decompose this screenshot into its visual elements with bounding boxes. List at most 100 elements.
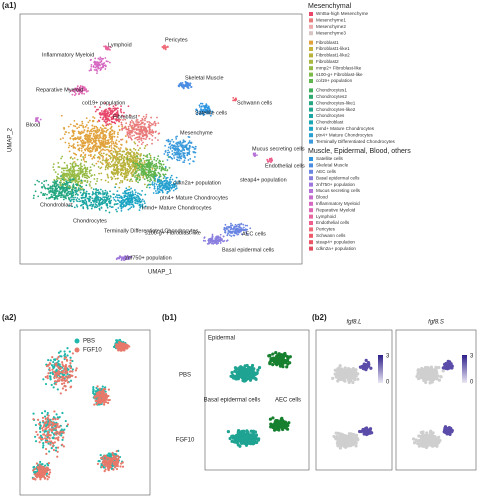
point: [116, 143, 118, 146]
point: [54, 418, 57, 421]
point: [143, 202, 146, 205]
point: [109, 462, 112, 466]
point: [128, 132, 131, 135]
point: [92, 135, 95, 137]
point: [104, 57, 107, 59]
point: [76, 190, 78, 193]
point: [63, 382, 66, 385]
point: [55, 188, 58, 191]
point: [46, 478, 49, 481]
point: [109, 111, 112, 114]
point: [121, 181, 124, 184]
point: [158, 167, 161, 170]
point: [140, 167, 143, 170]
point: [129, 158, 132, 161]
point: [57, 166, 60, 168]
point: [49, 190, 52, 193]
point: [177, 85, 180, 87]
point: [81, 131, 84, 134]
point: [62, 431, 65, 434]
point: [100, 399, 104, 402]
point: [144, 183, 146, 186]
point: [74, 153, 77, 155]
point: [92, 155, 95, 158]
point: [99, 113, 102, 116]
point: [211, 235, 214, 238]
point: [46, 411, 49, 415]
point: [108, 458, 112, 461]
point: [98, 58, 101, 61]
point: [235, 225, 238, 228]
point: [43, 185, 46, 188]
point: [109, 155, 111, 158]
point: [82, 140, 85, 142]
point: [95, 392, 98, 395]
point: [143, 161, 146, 164]
point: [188, 141, 191, 144]
point: [47, 414, 50, 417]
point: [104, 142, 107, 145]
point: [68, 174, 70, 177]
point: [136, 162, 139, 165]
point: [50, 429, 53, 432]
point: [112, 156, 115, 159]
point: [218, 240, 221, 243]
point: [156, 116, 158, 119]
point: [74, 125, 77, 128]
point: [146, 143, 149, 146]
point: [90, 187, 93, 189]
point: [146, 154, 149, 156]
point: [113, 165, 116, 168]
point: [45, 427, 48, 430]
plot-frame: [204, 329, 310, 471]
point: [62, 445, 65, 448]
point: [55, 181, 58, 183]
point: [92, 192, 95, 195]
point: [233, 234, 236, 237]
point: [51, 188, 54, 191]
point: [74, 147, 77, 149]
point: [66, 354, 69, 357]
point: [47, 442, 50, 445]
point: [177, 141, 180, 144]
point: [57, 426, 60, 429]
point: [96, 147, 99, 150]
point: [85, 88, 88, 91]
point: [148, 186, 151, 189]
point: [93, 132, 95, 135]
point: [216, 237, 219, 240]
point: [32, 412, 35, 415]
point: [49, 471, 52, 474]
point: [112, 345, 116, 348]
point: [77, 188, 80, 191]
point: [123, 342, 126, 345]
point: [81, 193, 84, 196]
point: [108, 161, 110, 164]
point: [112, 173, 115, 176]
point: [54, 374, 57, 377]
point: [134, 131, 137, 134]
point: [118, 160, 121, 163]
point: [107, 181, 110, 183]
point: [82, 206, 85, 208]
point: [97, 119, 100, 122]
point: [114, 458, 117, 461]
point: [149, 166, 151, 169]
point: [99, 143, 102, 146]
point: [55, 190, 58, 193]
point: [147, 126, 150, 129]
point: [125, 147, 127, 150]
point: [136, 160, 138, 162]
point: [58, 376, 61, 379]
point: [69, 123, 72, 126]
point: [122, 165, 125, 168]
point: [74, 375, 77, 379]
point: [72, 161, 75, 164]
point: [108, 115, 111, 118]
point: [98, 460, 101, 463]
point: [148, 180, 151, 183]
point: [60, 114, 63, 117]
point: [193, 148, 196, 150]
point: [106, 191, 108, 194]
point: [159, 189, 162, 191]
